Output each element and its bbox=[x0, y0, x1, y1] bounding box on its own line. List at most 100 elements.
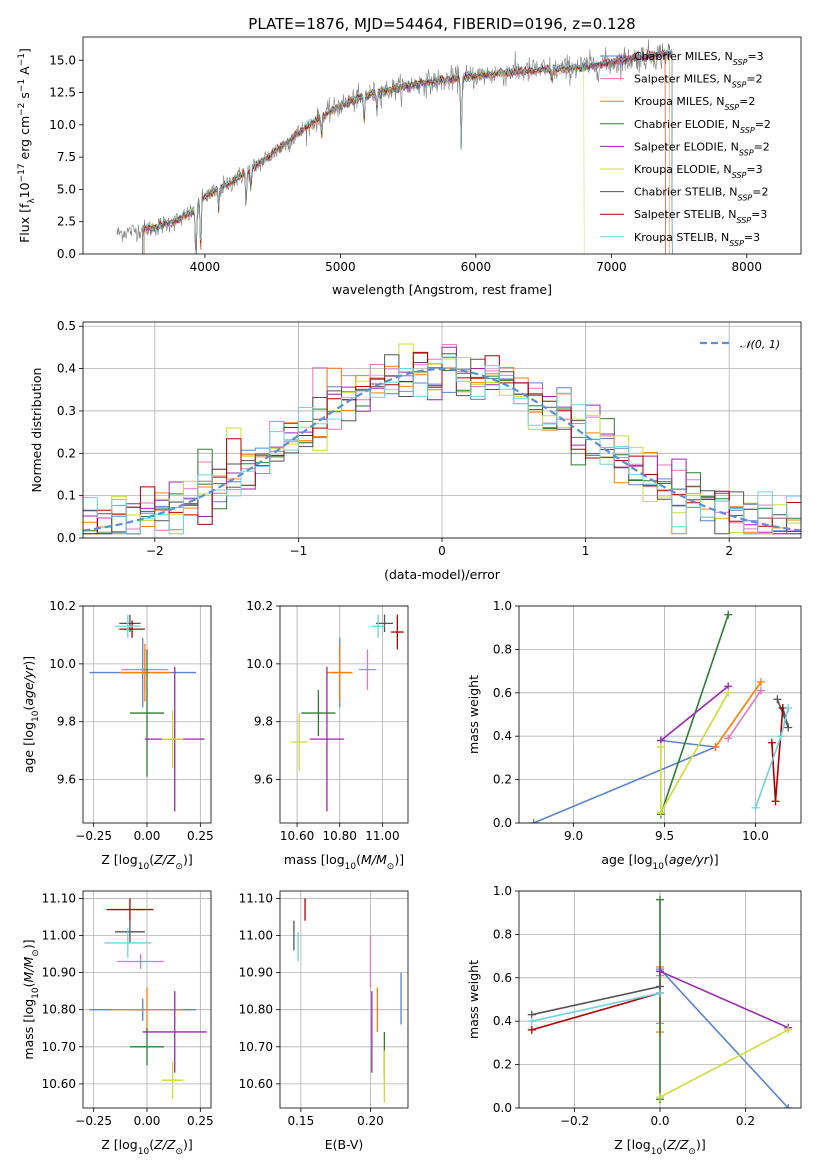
legend-label-kroupa_miles: Kroupa MILES, NSSP=2 bbox=[634, 95, 755, 112]
x-tick-label: 11.00 bbox=[365, 829, 399, 843]
y-tick-label: 0.5 bbox=[57, 319, 76, 333]
weight-marker-salpeter_stelib bbox=[767, 738, 776, 747]
weight-line-salpeter_elodie bbox=[659, 970, 789, 1029]
x-tick-label: −2 bbox=[146, 544, 164, 558]
weight-marker-salpeter_miles bbox=[724, 734, 733, 743]
age_vs_Z-plot-area bbox=[89, 614, 205, 812]
weight-marker-chabrier_stelib bbox=[784, 723, 793, 732]
weight-line-kroupa_elodie bbox=[660, 692, 729, 816]
x-tick-label: 0.0 bbox=[650, 1114, 669, 1128]
x-axis-label: Z [log10(Z/Z⊙)] bbox=[101, 1137, 192, 1157]
y-tick-label: 0.0 bbox=[57, 247, 76, 261]
x-tick-label: 9.0 bbox=[564, 829, 583, 843]
legend-label-salpeter_stelib: Salpeter STELIB, NSSP=3 bbox=[634, 208, 767, 225]
x-axis-label: (data-model)/error bbox=[384, 567, 501, 582]
weight-line-chabrier_miles bbox=[659, 968, 789, 1108]
weight-line-kroupa_elodie bbox=[659, 1029, 789, 1098]
x-tick-label: 0.25 bbox=[187, 829, 214, 843]
x-tick-label: 4000 bbox=[190, 260, 221, 274]
y-tick-label: 0.2 bbox=[493, 773, 512, 787]
y-tick-label: 0.2 bbox=[493, 1058, 512, 1072]
weight-line-chabrier_elodie bbox=[660, 614, 729, 815]
y-axis-label: mass weight bbox=[466, 675, 481, 754]
histogram-kroupa_stelib bbox=[83, 356, 801, 535]
y-tick-label: 9.8 bbox=[57, 715, 76, 729]
x-tick-label: 6000 bbox=[461, 260, 492, 274]
errorbar-chabrier_elodie bbox=[301, 689, 336, 737]
y-tick-label: 9.6 bbox=[254, 773, 273, 787]
y-tick-label: 10.90 bbox=[239, 966, 273, 980]
y-tick-label: 0.4 bbox=[57, 362, 76, 376]
residuals-plot-area bbox=[83, 343, 801, 535]
y-tick-label: 11.10 bbox=[42, 891, 76, 905]
legend-label-kroupa_stelib: Kroupa STELIB, NSSP=3 bbox=[634, 231, 760, 248]
weight-line-kroupa_stelib bbox=[754, 707, 790, 809]
y-tick-label: 0.2 bbox=[57, 446, 76, 460]
x-axis-label: wavelength [Angstrom, rest frame] bbox=[332, 282, 552, 297]
weight-marker-kroupa_elodie bbox=[656, 743, 665, 752]
errorbar-salpeter_miles bbox=[117, 954, 165, 969]
weight-marker-chabrier_stelib bbox=[773, 695, 782, 704]
massweight_vs_age-axes: 9.0 9.5 10.0 0.0 0.2 0.4 0.6 0.8 1.0 age [log10(a… bbox=[466, 599, 802, 872]
residuals-frame bbox=[82, 321, 802, 539]
x-axis-label: Z [log10(Z/Z⊙)] bbox=[101, 852, 192, 872]
errorbar-kroupa_stelib bbox=[371, 614, 385, 638]
weight-marker-kroupa_elodie bbox=[656, 808, 665, 817]
y-tick-label: 10.0 bbox=[49, 657, 76, 671]
y-tick-label: 0.1 bbox=[57, 489, 76, 503]
y-tick-label: 0.0 bbox=[493, 1101, 512, 1115]
model-spectrum-kroupa_stelib bbox=[142, 47, 673, 254]
legend-label-chabrier_stelib: Chabrier STELIB, NSSP=2 bbox=[634, 186, 768, 203]
y-tick-label: 10.0 bbox=[246, 657, 273, 671]
y-tick-label: 0.3 bbox=[57, 404, 76, 418]
y-tick-label: 10.80 bbox=[42, 1003, 76, 1017]
y-tick-label: 11.00 bbox=[42, 929, 76, 943]
weight-line-salpeter_stelib bbox=[531, 992, 661, 1031]
legend-label-salpeter_elodie: Salpeter ELODIE, NSSP=2 bbox=[634, 140, 770, 157]
massweight_vs_Z-axes: −0.2 0.0 0.2 0.0 0.2 0.4 0.6 0.8 1.0 Z [log10(Z/Z… bbox=[466, 884, 802, 1157]
x-tick-label: 7000 bbox=[596, 260, 627, 274]
y-tick-label: 10.90 bbox=[42, 966, 76, 980]
legend-label-salpeter_miles: Salpeter MILES, NSSP=2 bbox=[634, 73, 763, 90]
age_vs_Z-frame bbox=[82, 605, 212, 824]
spectrum-frame bbox=[82, 36, 802, 255]
y-tick-label: 12.5 bbox=[49, 86, 76, 100]
weight-marker-salpeter_elodie bbox=[656, 967, 664, 976]
weight-marker-kroupa_miles bbox=[756, 677, 765, 686]
y-tick-label: 10.60 bbox=[239, 1077, 273, 1091]
legend-label-chabrier_elodie: Chabrier ELODIE, NSSP=2 bbox=[634, 118, 771, 135]
model-spectrum-chabrier_elodie bbox=[142, 51, 673, 254]
spectrum-plot-area bbox=[116, 39, 673, 254]
errorbar-salpeter_elodie bbox=[309, 666, 344, 812]
y-tick-label: 0.4 bbox=[493, 729, 512, 743]
y-tick-label: 2.5 bbox=[57, 215, 76, 229]
model-spectrum-salpeter_miles bbox=[142, 49, 673, 254]
weight-marker-kroupa_miles bbox=[711, 743, 720, 752]
legend-label-chabrier_miles: Chabrier MILES, NSSP=3 bbox=[634, 50, 764, 67]
x-axis-label: E(B-V) bbox=[325, 1137, 364, 1152]
normal-curve bbox=[83, 367, 801, 532]
weight-marker-chabrier_elodie bbox=[724, 610, 733, 619]
x-tick-label: −0.25 bbox=[75, 829, 112, 843]
weight-line-kroupa_miles bbox=[714, 681, 762, 748]
y-tick-label: 0.6 bbox=[493, 686, 512, 700]
x-tick-label: 0.00 bbox=[134, 1114, 161, 1128]
weight-marker-chabrier_elodie bbox=[656, 895, 664, 904]
y-tick-label: 11.10 bbox=[239, 891, 273, 905]
errorbar-chabrier_stelib bbox=[115, 920, 145, 943]
weight-marker-kroupa_stelib bbox=[527, 1017, 536, 1026]
y-axis-label: Normed distribution bbox=[29, 368, 44, 493]
y-tick-label: 1.0 bbox=[493, 884, 512, 898]
mass_vs_ebv-axes: 0.15 0.20 10.60 10.70 10.80 10.90 11.00 11.10 E(… bbox=[239, 890, 409, 1152]
massweight_vs_Z-plot-area bbox=[527, 895, 793, 1108]
weight-marker-kroupa_elodie bbox=[784, 1025, 793, 1034]
errorbar-kroupa_miles bbox=[326, 643, 353, 702]
y-tick-label: 0.8 bbox=[493, 642, 512, 656]
y-tick-label: 0.4 bbox=[493, 1014, 512, 1028]
y-axis-label: age [log10(age/yr)] bbox=[21, 656, 41, 773]
mass_vs_Z-axes: −0.25 0.00 0.25 10.60 10.70 10.80 10.90 11.00 11… bbox=[21, 890, 214, 1157]
weight-marker-salpeter_miles bbox=[756, 686, 765, 695]
legend-label-normal: 𝒩(0, 1) bbox=[740, 338, 780, 351]
data-spectrum-line bbox=[116, 39, 673, 254]
x-tick-label: −1 bbox=[290, 544, 308, 558]
